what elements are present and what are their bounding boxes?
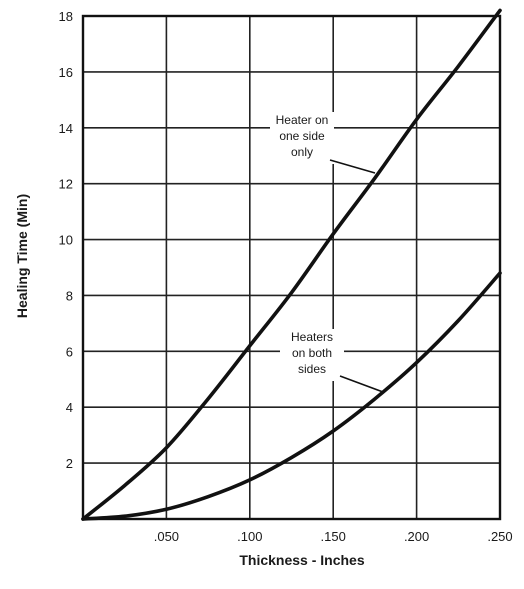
annotations: Heater on one side only Heaters on both sides bbox=[270, 112, 384, 393]
y-tick-label: 14 bbox=[59, 121, 73, 136]
y-tick-label: 18 bbox=[59, 9, 73, 24]
annotation-leader bbox=[329, 159, 376, 174]
annotation-line: on both bbox=[292, 346, 332, 360]
annotation-line: Heater on bbox=[276, 113, 329, 127]
annotation-leader bbox=[339, 375, 384, 393]
annotation-line: Heaters bbox=[291, 330, 333, 344]
tick-labels: .050 .100 .150 .200 .250 2 4 6 8 10 12 14 16 18 bbox=[59, 9, 513, 544]
annotation-background bbox=[280, 329, 344, 381]
annotation-line: sides bbox=[298, 362, 326, 376]
x-tick-label: .100 bbox=[237, 529, 262, 544]
x-tick-label: .250 bbox=[487, 529, 512, 544]
plot-frame bbox=[81, 14, 502, 521]
y-axis-title: Healing Time (Min) bbox=[14, 194, 30, 318]
annotation-background bbox=[270, 112, 334, 164]
curve-both-sides bbox=[81, 271, 502, 521]
y-tick-label: 4 bbox=[66, 400, 73, 415]
y-tick-label: 2 bbox=[66, 456, 73, 471]
y-tick-label: 16 bbox=[59, 65, 73, 80]
y-tick-label: 6 bbox=[66, 344, 73, 359]
annotation-line: one side bbox=[279, 129, 325, 143]
x-tick-label: .150 bbox=[321, 529, 346, 544]
y-tick-label: 8 bbox=[66, 288, 73, 303]
data-curves bbox=[81, 8, 502, 521]
annotation-line: only bbox=[291, 145, 313, 159]
x-tick-label: .050 bbox=[154, 529, 179, 544]
x-axis-title: Thickness - Inches bbox=[239, 552, 364, 568]
x-tick-label: .200 bbox=[404, 529, 429, 544]
curve-one-side bbox=[81, 8, 502, 521]
y-tick-label: 10 bbox=[59, 233, 73, 248]
grid bbox=[81, 14, 502, 521]
y-tick-label: 12 bbox=[59, 177, 73, 192]
